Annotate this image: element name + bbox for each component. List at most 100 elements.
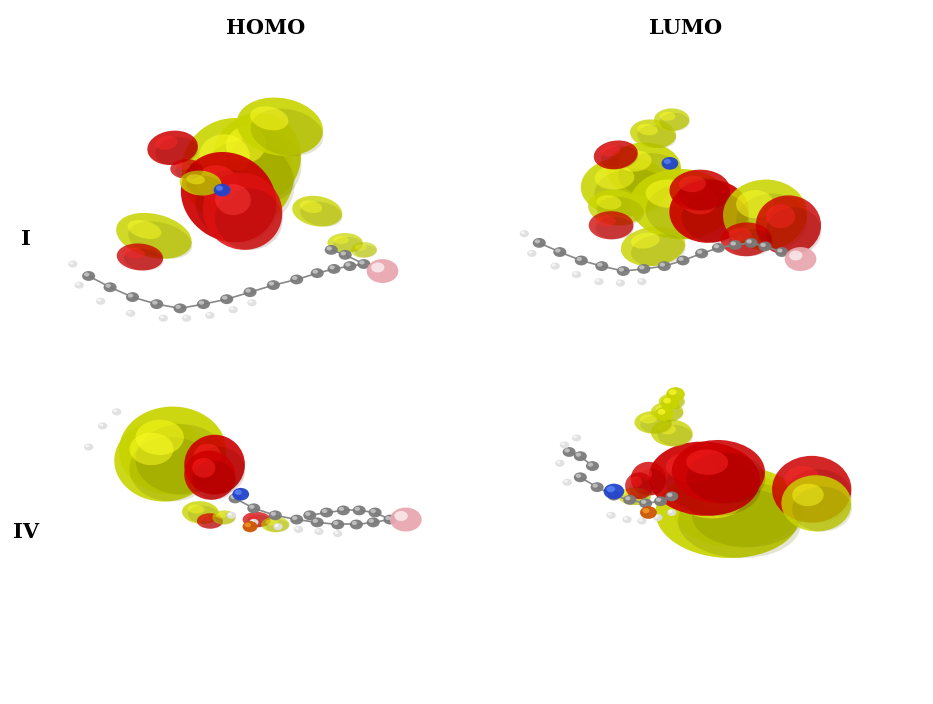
Ellipse shape [226,131,301,204]
Circle shape [353,505,366,515]
Ellipse shape [766,207,821,255]
Ellipse shape [155,137,198,165]
Circle shape [609,492,615,496]
Circle shape [653,514,662,521]
Circle shape [641,500,647,504]
Circle shape [128,294,133,298]
Ellipse shape [792,486,852,532]
Ellipse shape [636,469,666,496]
Ellipse shape [637,124,658,135]
Circle shape [390,508,422,532]
Circle shape [68,260,77,268]
Circle shape [333,521,339,525]
Ellipse shape [792,484,824,506]
Circle shape [606,486,615,492]
Circle shape [126,292,139,302]
Circle shape [85,444,90,448]
Circle shape [350,520,363,529]
Ellipse shape [216,188,283,250]
Ellipse shape [589,211,634,239]
Ellipse shape [659,394,685,409]
Ellipse shape [660,113,689,131]
Ellipse shape [630,477,642,487]
Ellipse shape [597,197,644,225]
Circle shape [395,511,408,521]
Ellipse shape [785,466,820,493]
Ellipse shape [182,118,294,227]
Circle shape [229,306,238,313]
Ellipse shape [648,441,760,516]
Circle shape [97,298,102,302]
Ellipse shape [130,433,174,465]
Ellipse shape [766,204,795,228]
Circle shape [760,243,766,247]
Ellipse shape [355,245,377,258]
Ellipse shape [135,424,227,494]
Circle shape [228,513,232,516]
Circle shape [622,516,632,523]
Ellipse shape [250,106,288,130]
Circle shape [160,315,164,319]
Circle shape [664,159,671,164]
Circle shape [714,244,719,249]
Circle shape [595,279,600,282]
Circle shape [551,263,556,267]
Ellipse shape [147,131,198,165]
Circle shape [216,186,223,191]
Circle shape [249,519,258,526]
Circle shape [245,289,251,293]
Ellipse shape [155,136,177,150]
Circle shape [334,531,339,534]
Ellipse shape [212,113,301,204]
Circle shape [152,301,158,305]
Circle shape [269,510,282,520]
Ellipse shape [729,230,773,256]
Ellipse shape [631,232,660,249]
Ellipse shape [135,420,184,455]
Circle shape [625,496,631,501]
Ellipse shape [656,405,671,413]
Ellipse shape [692,483,803,548]
Circle shape [785,247,816,271]
Ellipse shape [640,415,672,434]
Ellipse shape [781,475,852,532]
Circle shape [775,247,788,257]
Ellipse shape [124,248,145,258]
Ellipse shape [200,140,295,227]
Ellipse shape [581,156,669,217]
Ellipse shape [666,453,716,482]
Ellipse shape [594,168,670,217]
Circle shape [290,275,303,284]
Circle shape [637,278,647,285]
Circle shape [623,495,636,505]
Circle shape [574,472,587,482]
Ellipse shape [646,183,733,239]
Circle shape [311,268,324,278]
Circle shape [327,264,341,274]
Circle shape [667,509,676,516]
Ellipse shape [687,453,765,503]
Circle shape [222,296,228,300]
Circle shape [619,268,624,272]
Ellipse shape [666,456,760,516]
Ellipse shape [687,449,728,475]
Circle shape [269,282,274,286]
Ellipse shape [266,519,278,525]
Circle shape [746,239,752,244]
Circle shape [607,491,620,501]
Circle shape [745,238,758,248]
Ellipse shape [631,462,666,496]
Ellipse shape [243,512,271,527]
Circle shape [586,461,599,471]
Circle shape [729,240,742,250]
Circle shape [369,519,374,523]
Ellipse shape [669,180,749,243]
Ellipse shape [736,190,773,218]
Circle shape [227,512,236,519]
Circle shape [104,282,117,292]
Ellipse shape [184,451,236,500]
Circle shape [663,398,671,403]
Circle shape [126,310,135,317]
Ellipse shape [662,396,685,409]
Circle shape [331,520,344,529]
